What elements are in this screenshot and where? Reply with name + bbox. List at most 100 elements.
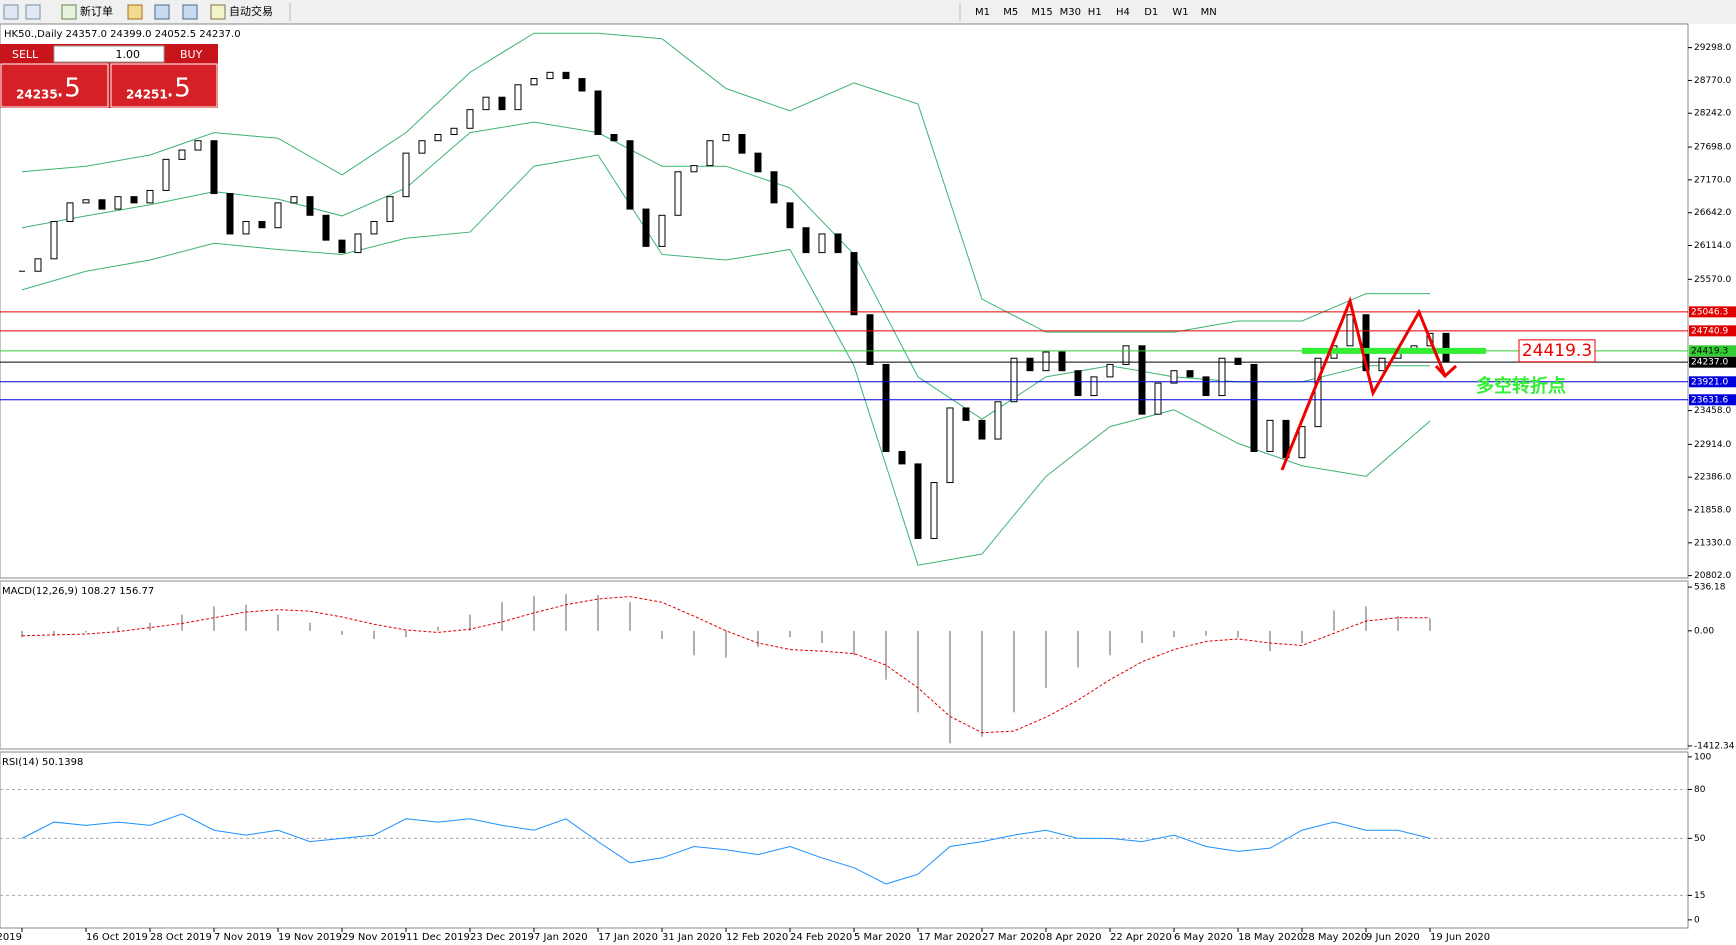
timeframe[interactable]: M5 (1003, 7, 1018, 18)
candle (418, 140, 426, 154)
candle (1250, 363, 1258, 452)
candle (354, 233, 362, 254)
candle (146, 189, 154, 204)
candle (1314, 357, 1322, 428)
buy-button[interactable]: BUY (180, 48, 203, 61)
macd-bar (21, 630, 23, 638)
macd-bar (757, 630, 759, 648)
timeframe[interactable]: M1 (975, 7, 990, 18)
bid-price: 24235 (16, 88, 58, 102)
y-tick-label: 28770.0 (1694, 76, 1731, 86)
arrow-head (1434, 364, 1458, 379)
x-tick-label: 18 May 2020 (1238, 932, 1303, 943)
x-tick-label: 19 Nov 2019 (278, 932, 342, 943)
icon[interactable] (127, 4, 143, 20)
macd-bar (213, 606, 215, 631)
sell-button[interactable]: SELL (12, 48, 39, 61)
signal-line (21, 596, 1430, 734)
candle (242, 221, 250, 235)
candle (674, 171, 682, 216)
candle (946, 407, 954, 484)
macd-bar (1045, 630, 1047, 688)
candle (1442, 332, 1450, 363)
candle (402, 152, 410, 198)
rsi-title: RSI(14) 50.1398 (2, 757, 83, 768)
macd-bar (1333, 610, 1335, 631)
y-tick-label: 80 (1694, 785, 1706, 795)
x-tick-label: 27 Mar 2020 (982, 932, 1045, 943)
level-label: 24237.0 (1691, 358, 1728, 368)
icon[interactable] (3, 4, 19, 20)
candle (1186, 370, 1194, 378)
x-tick-label: 16 Oct 2019 (86, 932, 148, 943)
x-tick-label: 17 Jan 2020 (598, 932, 658, 943)
macd-bar (853, 630, 855, 656)
macd-panel (0, 580, 1689, 750)
y-tick-label: 22914.0 (1694, 440, 1731, 450)
x-tick-label: 12 Feb 2020 (726, 932, 788, 943)
auto-trading[interactable]: 自动交易 (229, 4, 273, 18)
icon[interactable] (210, 4, 226, 20)
y-tick-label: 26642.0 (1694, 208, 1731, 218)
timeframe[interactable]: D1 (1144, 7, 1158, 18)
price-panel (0, 23, 1689, 579)
icon[interactable] (182, 4, 198, 20)
candle (450, 127, 458, 136)
candle (754, 152, 762, 173)
timeframe[interactable]: MN (1201, 7, 1217, 18)
plots: 29298.0 28770.0 28242.0 27698.0 27170.0 26642… (0, 32, 1736, 943)
ask-price: 24251 (126, 88, 168, 102)
candle (1026, 357, 1034, 372)
candle (642, 208, 650, 247)
macd-bar (309, 622, 311, 631)
candle (66, 202, 74, 223)
macd-bar (917, 630, 919, 713)
level-label-bg (1689, 345, 1736, 357)
buy-box[interactable] (110, 63, 218, 108)
icon[interactable] (25, 4, 41, 20)
candle (34, 258, 42, 272)
macd-bar (53, 630, 55, 636)
y-tick-label: 0 (1694, 915, 1700, 925)
macd-bar (949, 630, 951, 744)
candle (1170, 370, 1178, 384)
volume-box[interactable] (53, 45, 165, 63)
icon[interactable] (154, 4, 170, 20)
macd-bar (981, 630, 983, 737)
macd-bar (1269, 630, 1271, 652)
candle (386, 196, 394, 223)
candle (226, 193, 234, 235)
x-tick-label: 6 May 2020 (1174, 932, 1233, 943)
timeframe[interactable]: M15 (1031, 7, 1052, 18)
new-order[interactable]: 新订单 (80, 4, 113, 18)
candle (562, 71, 570, 80)
sell-box[interactable] (0, 63, 109, 108)
macd-bar (597, 594, 599, 631)
volume[interactable]: 1.00 (116, 48, 141, 61)
timeframe[interactable]: M30 (1060, 7, 1081, 18)
macd-bar (565, 594, 567, 631)
candle (658, 214, 666, 247)
macd-bar (85, 630, 87, 633)
candle (1218, 357, 1226, 397)
candle (114, 196, 122, 210)
icon[interactable] (61, 4, 77, 20)
level-label-bg (1689, 325, 1736, 337)
y-tick-label: 50 (1694, 834, 1706, 844)
macd-bar (1141, 630, 1143, 644)
candle (258, 221, 266, 229)
y-tick-label: 27170.0 (1694, 175, 1731, 185)
level-label-bg (1689, 376, 1736, 388)
candle (178, 149, 186, 160)
x-tick-label: 7 Jan 2020 (534, 932, 588, 943)
candle (434, 134, 442, 142)
timeframe[interactable]: H1 (1088, 7, 1102, 18)
y-tick-label: 28242.0 (1694, 109, 1731, 119)
y-tick-label: 23458.0 (1694, 406, 1731, 416)
candle (306, 196, 314, 216)
timeframe[interactable]: H4 (1116, 7, 1130, 18)
timeframe[interactable]: W1 (1172, 7, 1188, 18)
rsi-line (21, 813, 1431, 885)
candle (818, 233, 826, 254)
candle (1266, 419, 1274, 452)
